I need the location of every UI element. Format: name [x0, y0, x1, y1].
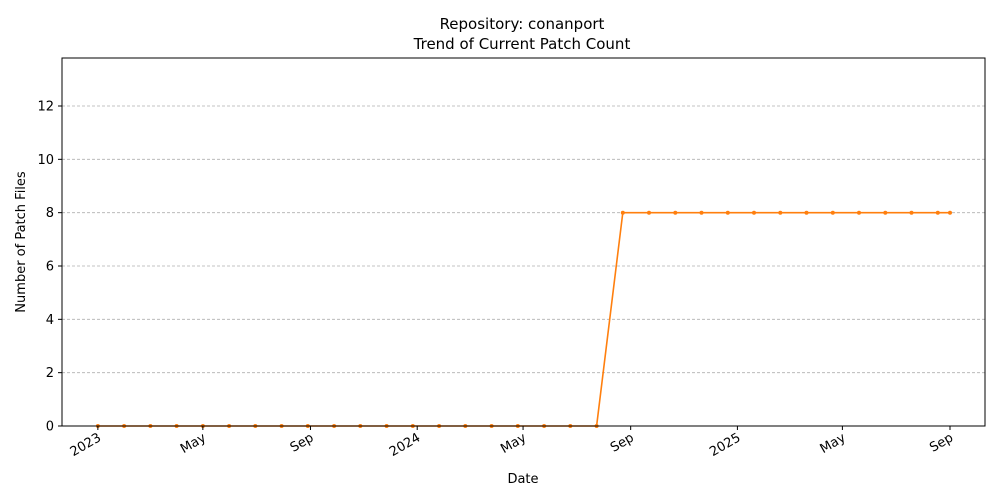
- x-tick-label: Sep: [608, 430, 637, 455]
- y-tick-label: 6: [46, 260, 54, 275]
- data-point: [883, 210, 888, 215]
- data-point: [620, 210, 625, 215]
- x-tick-label: 2025: [707, 430, 743, 460]
- y-tick-label: 12: [37, 100, 54, 115]
- x-tick-label: May: [498, 430, 529, 457]
- data-point: [699, 210, 704, 215]
- plot-frame: [61, 57, 986, 427]
- x-tick-label: 2023: [68, 430, 104, 460]
- data-point: [857, 210, 861, 215]
- chart-subtitle: Trend of Current Patch Count: [413, 35, 631, 53]
- y-tick-label: 10: [37, 153, 54, 168]
- x-tick-label: May: [178, 430, 209, 457]
- y-tick-label: 8: [46, 206, 54, 221]
- data-point: [909, 210, 914, 215]
- y-axis: 0 2 4 6 8 10 12: [37, 100, 62, 435]
- data-point: [673, 210, 678, 215]
- y-tick-label: 4: [46, 313, 54, 328]
- data-point: [778, 210, 783, 215]
- chart-title: Repository: conanport: [440, 15, 605, 33]
- data-point: [948, 210, 952, 215]
- x-tick-label: Sep: [927, 430, 956, 455]
- data-point: [935, 210, 940, 215]
- data-point: [752, 210, 756, 215]
- x-axis-label: Date: [507, 472, 538, 487]
- x-tick-label: 2024: [387, 430, 423, 460]
- y-tick-label: 2: [46, 366, 54, 381]
- x-tick-label: May: [818, 430, 849, 457]
- x-tick-label: Sep: [288, 430, 317, 455]
- y-axis-label: Number of Patch Files: [14, 171, 29, 313]
- y-tick-label: 0: [46, 420, 54, 435]
- x-axis: 2023 May Sep 2024 May Sep 2025 May Sep: [68, 426, 956, 460]
- data-point: [725, 210, 730, 215]
- gridlines: [62, 105, 985, 374]
- data-point: [830, 210, 835, 215]
- data-point: [647, 210, 651, 215]
- data-point: [804, 210, 809, 215]
